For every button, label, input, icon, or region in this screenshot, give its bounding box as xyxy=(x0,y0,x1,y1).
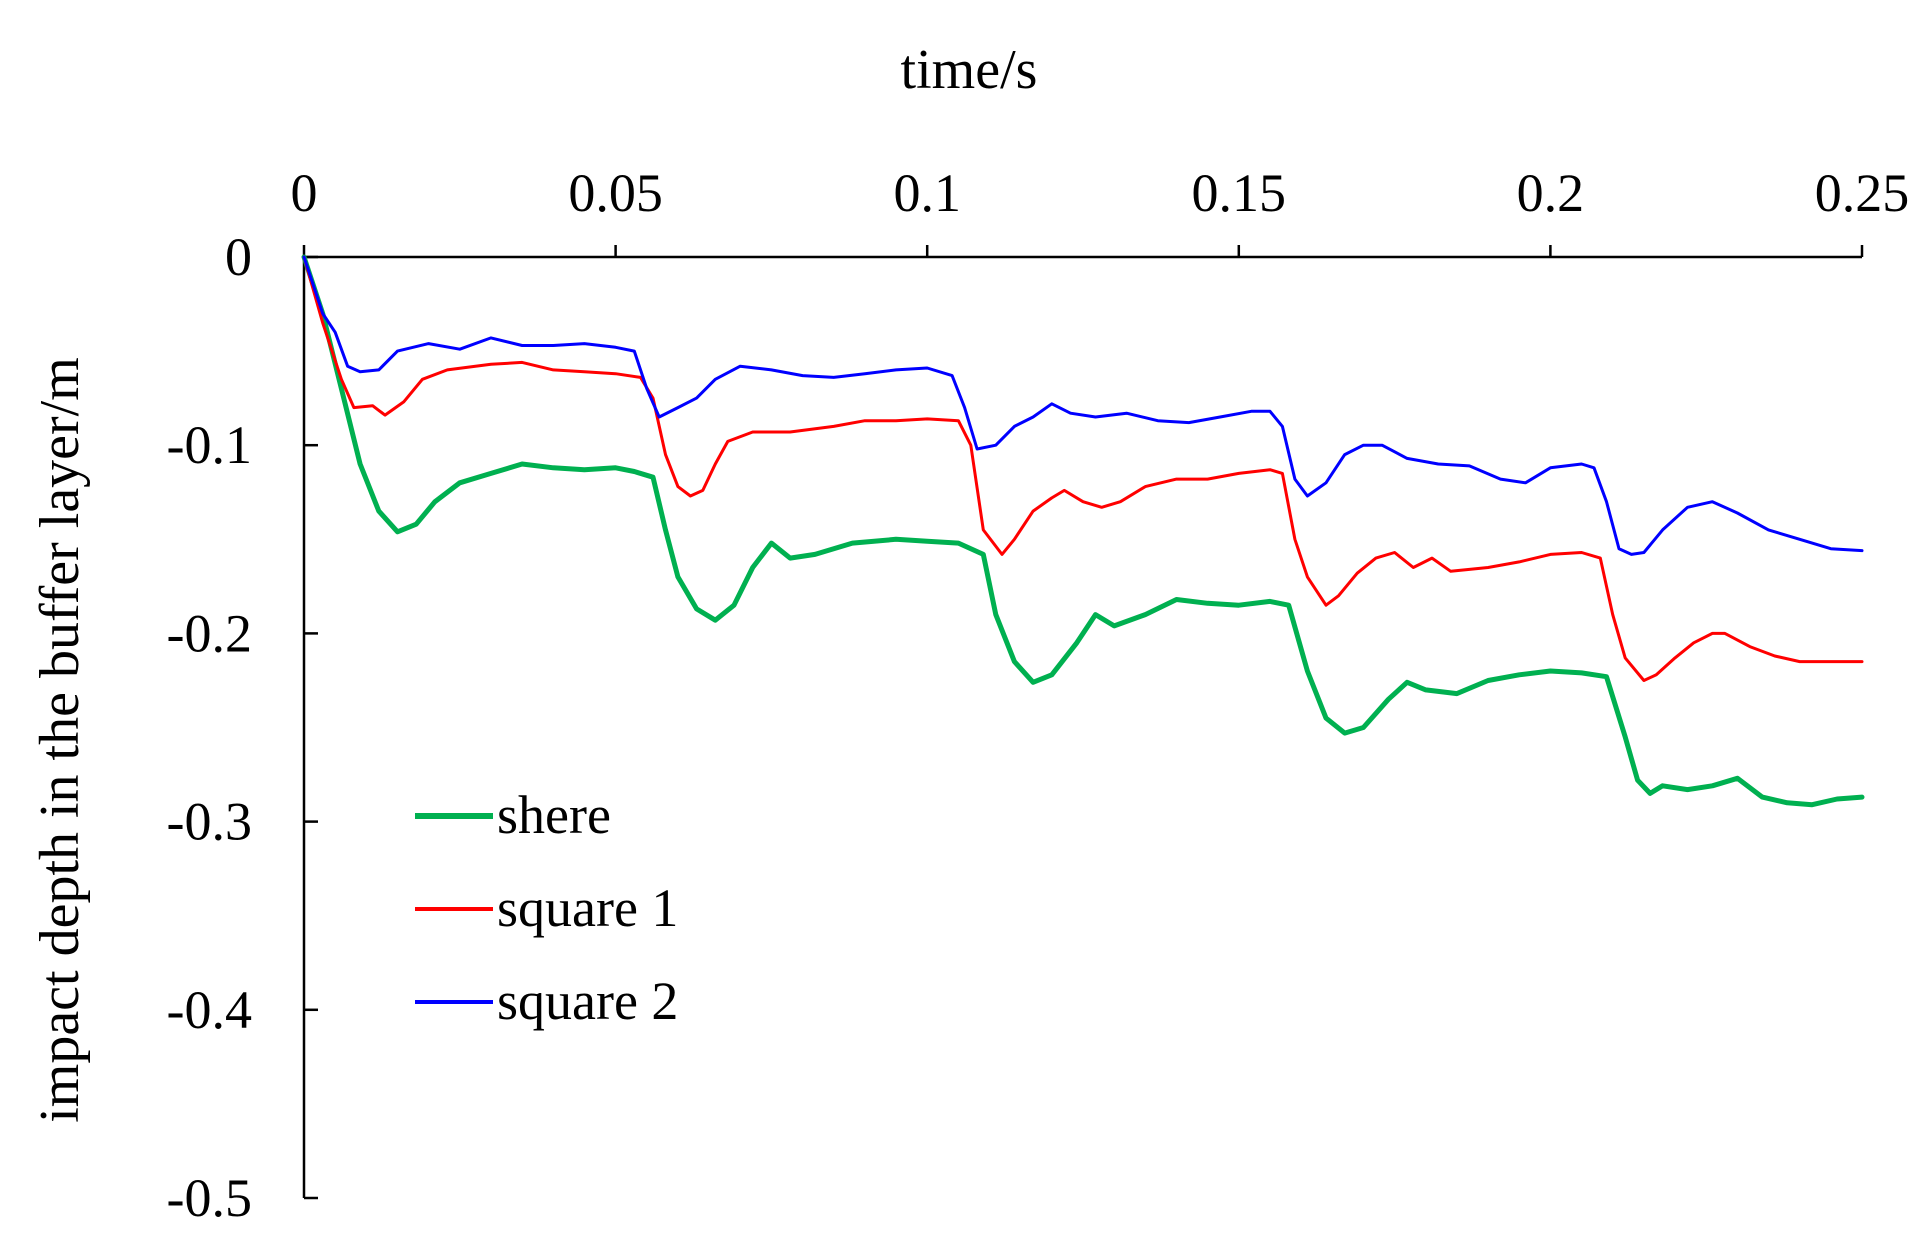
x-tick-label: 0.25 xyxy=(1815,163,1910,223)
y-tick-label: -0.4 xyxy=(167,980,252,1040)
y-axis-ticks: 0 -0.1 -0.2 -0.3 -0.4 -0.5 xyxy=(167,227,318,1228)
x-tick-label: 0.15 xyxy=(1192,163,1287,223)
series-line-1 xyxy=(301,254,1865,808)
series-line-2 xyxy=(302,255,1864,682)
y-axis-title: impact depth in the buffer layer/m xyxy=(29,357,91,1123)
y-tick-label: -0.2 xyxy=(167,603,252,663)
series-layer xyxy=(301,254,1865,808)
y-tick-label: -0.1 xyxy=(167,415,252,475)
x-tick-label: 0.05 xyxy=(568,163,663,223)
x-axis-ticks: 0 0.05 0.1 0.15 0.2 0.25 xyxy=(291,163,1910,257)
legend-label: square 2 xyxy=(497,971,678,1031)
y-tick-label: -0.5 xyxy=(167,1168,252,1228)
legend-label: square 1 xyxy=(497,878,678,938)
y-tick-label: -0.3 xyxy=(167,792,252,852)
x-axis-title: time/s xyxy=(901,39,1038,101)
legend-label: shere xyxy=(497,785,611,845)
y-tick-label: 0 xyxy=(225,227,252,287)
x-tick-label: 0.2 xyxy=(1517,163,1585,223)
x-tick-label: 0 xyxy=(291,163,318,223)
series-line-3 xyxy=(302,255,1864,556)
x-tick-label: 0.1 xyxy=(893,163,961,223)
legend: shere square 1 square 2 xyxy=(415,785,678,1031)
